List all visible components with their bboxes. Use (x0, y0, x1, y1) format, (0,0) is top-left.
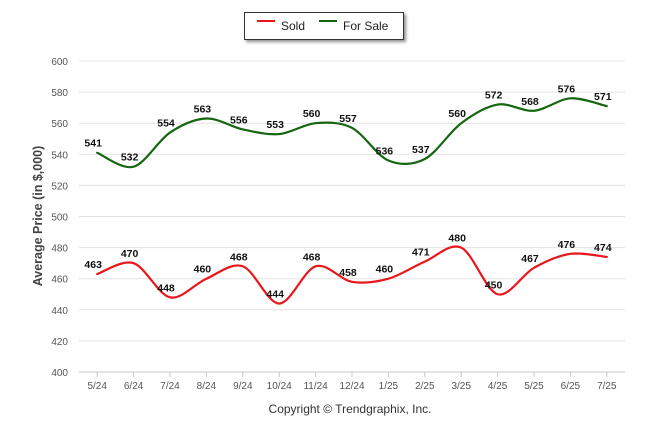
y-tick-label: 600 (51, 57, 68, 68)
legend: Sold For Sale (244, 12, 404, 40)
data-labels: 463 470 448 460 468 444 468 458 460 471 480 450 467 4… (84, 83, 611, 300)
legend-label-sold: Sold (281, 19, 306, 33)
data-label: 563 (194, 104, 212, 116)
series-line-for-sale (96, 97, 608, 169)
x-tick-label: 11/24 (303, 381, 328, 392)
y-tick-label: 560 (51, 119, 68, 130)
y-tick-label: 520 (51, 181, 68, 192)
x-tick-labels: 5/24 6/24 7/24 8/24 9/24 10/24 11/24 12/24 1/25 2… (87, 381, 617, 392)
data-label: 444 (266, 289, 284, 301)
copyright-text: Copyright © Trendgraphix, Inc. (269, 402, 432, 416)
data-label: 468 (230, 251, 248, 263)
y-tick-label: 460 (51, 275, 68, 286)
data-label: 554 (157, 118, 175, 130)
y-tick-label: 440 (51, 306, 68, 317)
x-tick-label: 10/24 (267, 381, 292, 392)
data-label: 468 (303, 251, 321, 263)
x-tick-label: 4/25 (488, 381, 508, 392)
data-label: 537 (412, 144, 430, 156)
data-label: 450 (485, 279, 503, 291)
x-tick-label: 12/24 (339, 381, 364, 392)
x-tick-label: 1/25 (379, 381, 399, 392)
data-label: 556 (230, 114, 248, 126)
data-label: 568 (521, 96, 539, 108)
data-label: 553 (266, 119, 284, 131)
data-label: 560 (448, 108, 466, 120)
data-label: 458 (339, 267, 357, 279)
grid-lines (79, 60, 625, 377)
x-tick-label: 3/25 (451, 381, 471, 392)
y-axis-label: Average Price (in $,000) (31, 146, 45, 287)
x-tick-label: 5/24 (87, 381, 107, 392)
data-label: 474 (594, 242, 612, 254)
x-tick-label: 6/24 (124, 381, 144, 392)
data-label: 532 (121, 152, 139, 164)
data-label: 541 (84, 138, 102, 150)
x-tick-label: 7/24 (160, 381, 180, 392)
x-tick-label: 2/25 (415, 381, 435, 392)
data-label: 480 (448, 233, 466, 245)
legend-swatch-sold (257, 20, 275, 22)
x-tick-label: 9/24 (233, 381, 253, 392)
data-label: 463 (84, 259, 102, 271)
x-tick-label: 8/24 (197, 381, 217, 392)
legend-label-for-sale: For Sale (343, 19, 389, 33)
y-tick-label: 420 (51, 337, 68, 348)
data-label: 460 (194, 264, 212, 276)
y-tick-label: 500 (51, 213, 68, 224)
data-label: 470 (121, 248, 139, 260)
data-label: 576 (558, 83, 576, 95)
data-label: 471 (412, 247, 430, 259)
data-label: 560 (303, 108, 321, 120)
series-line-sold (96, 245, 608, 305)
data-label: 476 (558, 239, 576, 251)
y-tick-label: 540 (51, 150, 68, 161)
y-tick-labels: 400 420 440 460 480 500 520 540 560 580 600 (51, 57, 68, 379)
data-label: 536 (376, 146, 394, 158)
data-label: 572 (485, 90, 503, 102)
x-tick-label: 5/25 (524, 381, 544, 392)
y-tick-label: 400 (51, 368, 68, 379)
series-lines (96, 97, 608, 305)
data-label: 460 (376, 264, 394, 276)
y-tick-label: 480 (51, 244, 68, 255)
legend-swatch-for-sale (319, 20, 337, 22)
data-label: 557 (339, 113, 357, 125)
data-label: 571 (594, 91, 612, 103)
data-label: 448 (157, 282, 175, 294)
data-label: 467 (521, 253, 539, 265)
y-tick-label: 580 (51, 88, 68, 99)
x-tick-label: 7/25 (597, 381, 617, 392)
x-tick-label: 6/25 (561, 381, 581, 392)
